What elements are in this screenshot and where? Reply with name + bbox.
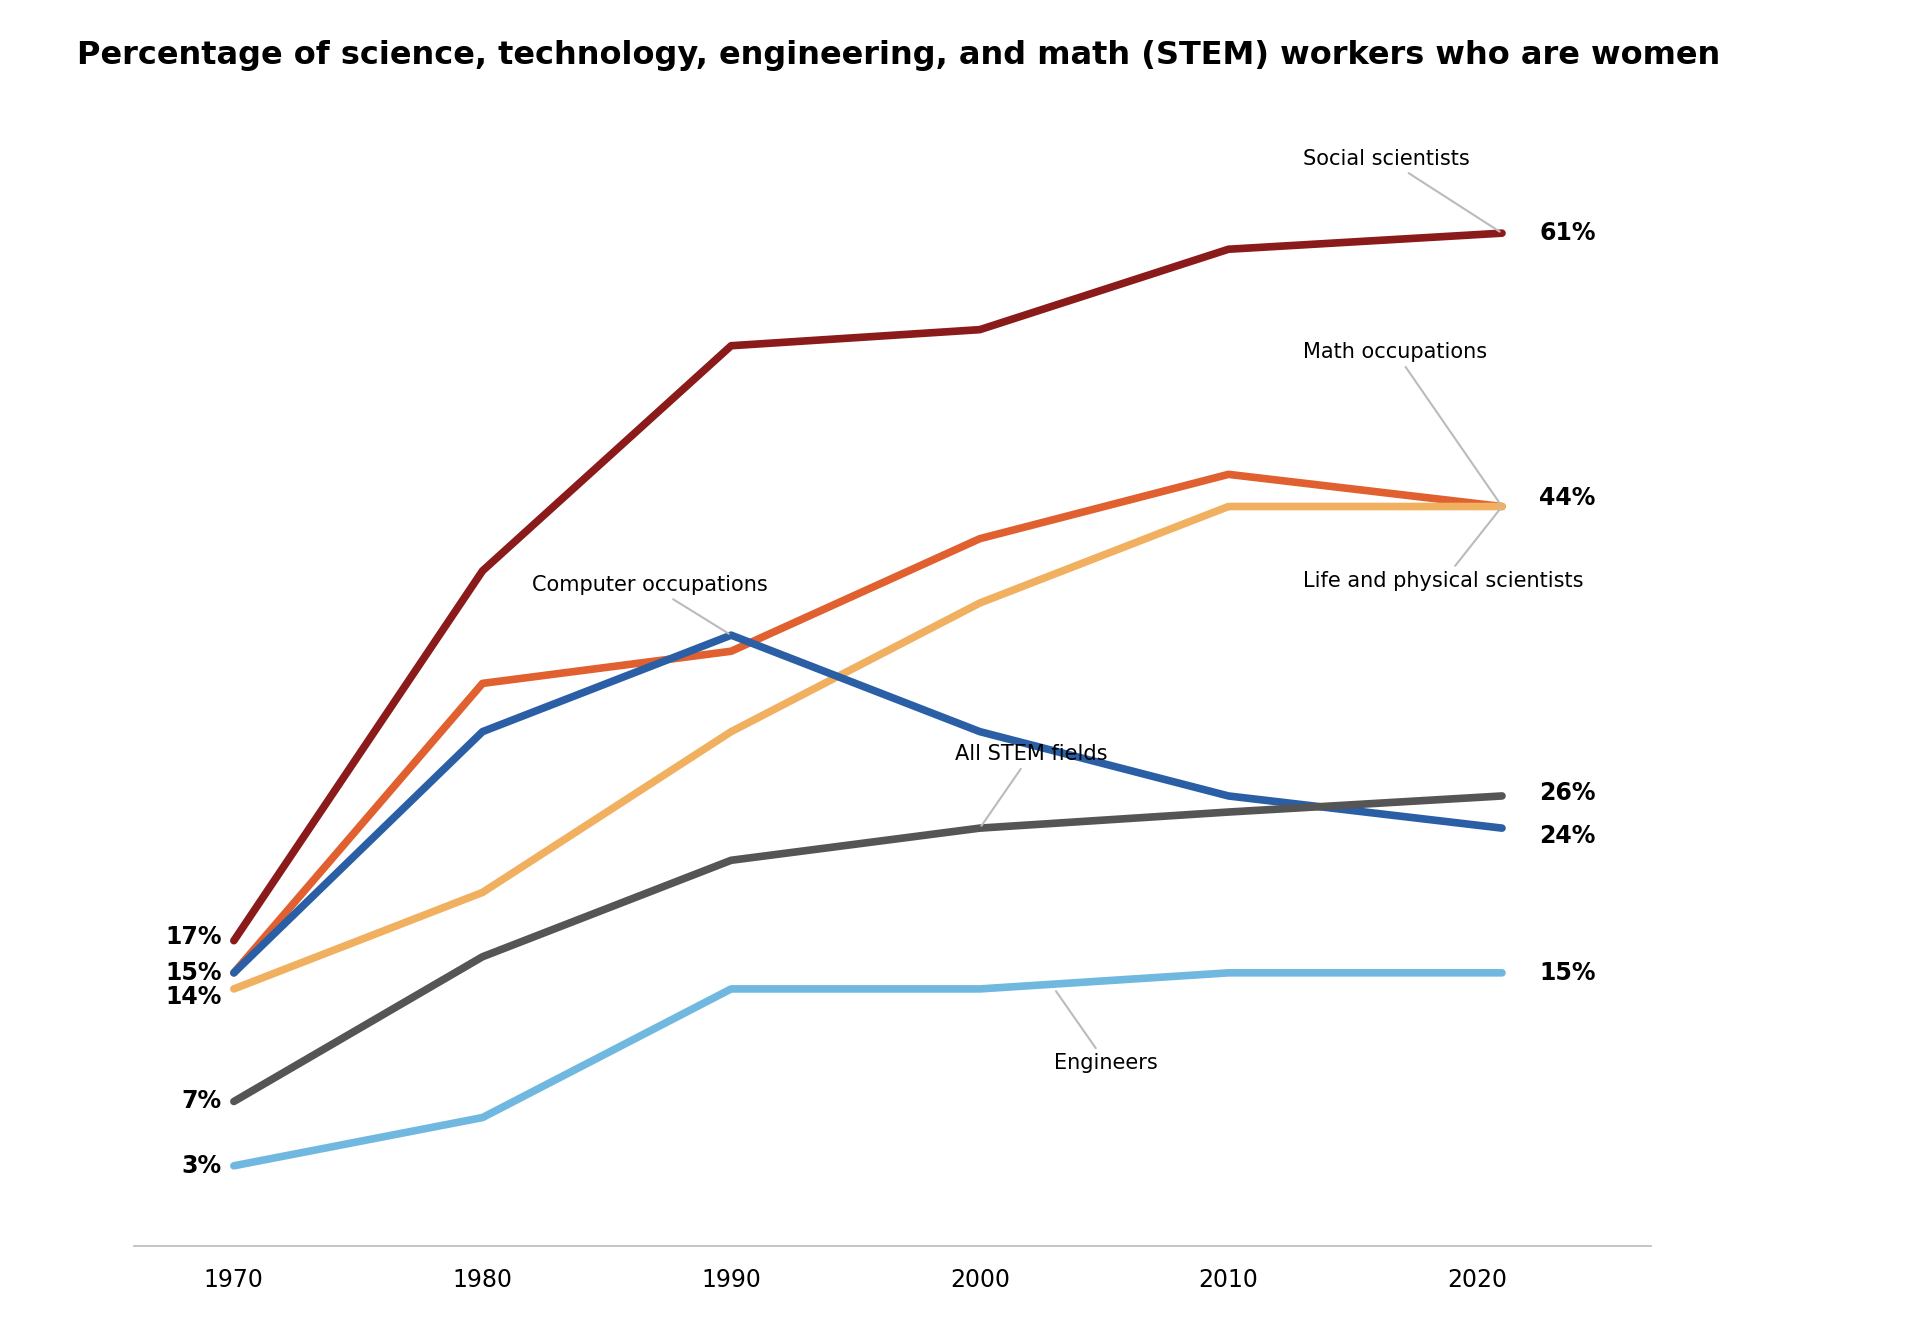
Text: 61%: 61% bbox=[1540, 221, 1596, 245]
Text: 3%: 3% bbox=[180, 1154, 221, 1178]
Text: 17%: 17% bbox=[165, 926, 221, 950]
Text: Life and physical scientists: Life and physical scientists bbox=[1304, 509, 1584, 591]
Text: 26%: 26% bbox=[1540, 781, 1596, 805]
Text: 24%: 24% bbox=[1540, 824, 1596, 848]
Text: All STEM fields: All STEM fields bbox=[954, 744, 1108, 825]
Text: 44%: 44% bbox=[1540, 486, 1596, 511]
Text: Math occupations: Math occupations bbox=[1304, 342, 1500, 504]
Text: 15%: 15% bbox=[165, 961, 221, 985]
Text: 15%: 15% bbox=[1540, 961, 1596, 985]
Text: Engineers: Engineers bbox=[1054, 992, 1158, 1073]
Text: 7%: 7% bbox=[180, 1089, 221, 1114]
Text: Percentage of science, technology, engineering, and math (STEM) workers who are : Percentage of science, technology, engin… bbox=[77, 40, 1720, 71]
Text: Social scientists: Social scientists bbox=[1304, 149, 1500, 232]
Text: Computer occupations: Computer occupations bbox=[532, 575, 768, 634]
Text: 14%: 14% bbox=[165, 985, 221, 1009]
